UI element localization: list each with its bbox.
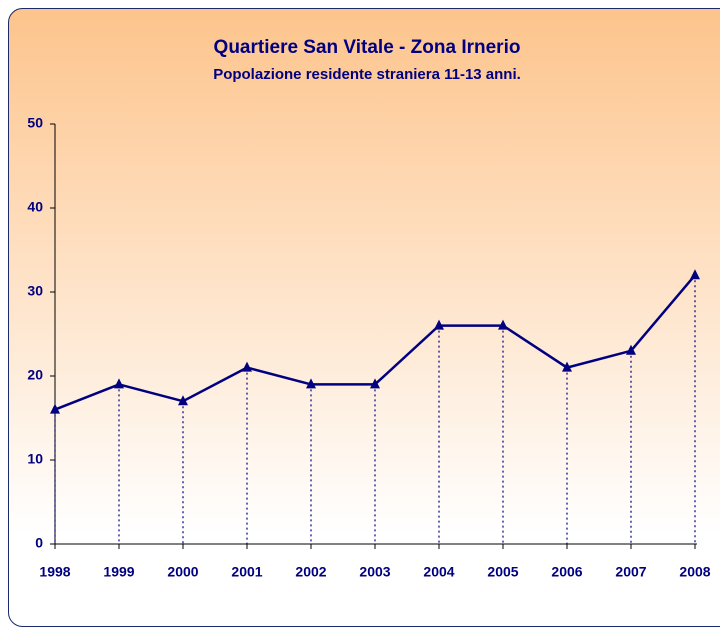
marker [242,361,252,372]
chart-frame [8,8,720,627]
marker [306,378,316,389]
marker [114,378,124,389]
chart-subtitle: Popolazione residente straniera 11-13 an… [213,66,521,83]
x-tick-label: 2000 [167,564,198,580]
marker [498,319,508,330]
y-tick-label: 50 [27,115,43,131]
x-tick-label: 2001 [231,564,262,580]
x-tick-label: 2006 [551,564,582,580]
chart-title: Quartiere San Vitale - Zona Irnerio [214,37,521,58]
marker [50,403,60,414]
x-tick-label: 2007 [615,564,646,580]
marker [626,344,636,355]
x-tick-label: 2004 [423,564,454,580]
marker [370,378,380,389]
y-tick-label: 40 [27,199,43,215]
marker [690,269,700,280]
x-tick-label: 2002 [295,564,326,580]
x-tick-label: 2008 [679,564,710,580]
marker [434,319,444,330]
x-tick-label: 2003 [359,564,390,580]
x-tick-label: 1998 [39,564,70,580]
y-tick-label: 0 [35,535,43,551]
marker [562,361,572,372]
y-tick-label: 10 [27,451,43,467]
x-tick-label: 2005 [487,564,518,580]
x-tick-label: 1999 [103,564,134,580]
y-tick-label: 30 [27,283,43,299]
marker [178,395,188,406]
y-tick-label: 20 [27,367,43,383]
